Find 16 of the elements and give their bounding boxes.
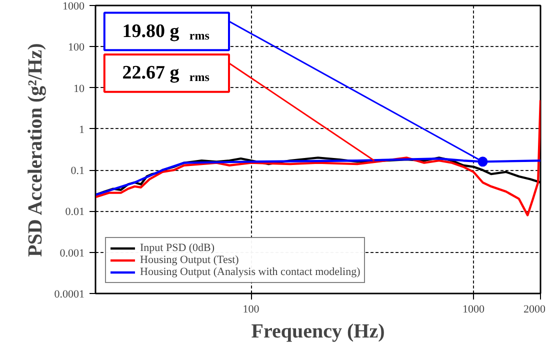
y-tick-label: 0.001 [60, 247, 84, 260]
y-tick-label: 0.1 [70, 165, 84, 178]
y-tick-label: 0.0001 [54, 288, 84, 300]
x-tick-label: 1000 [462, 304, 486, 316]
legend-label: Housing Output (Test) [140, 254, 239, 266]
y-tick-label: 10 [74, 82, 85, 95]
y-tick-label: 1 [79, 124, 84, 136]
y-tick-label: 100 [68, 42, 85, 54]
x-tick-label: 2000 [524, 304, 546, 316]
y-tick-label: 0.01 [65, 206, 84, 218]
x-axis-title: Frequency (Hz) [251, 320, 385, 342]
y-tick-label: 1000 [62, 0, 85, 12]
legend-label: Housing Output (Analysis with contact modeling) [140, 266, 360, 278]
y-axis-title: PSD Acceleration (g²/Hz) [24, 43, 46, 257]
x-tick-label: 100 [242, 304, 260, 316]
legend-label: Input PSD (0dB) [140, 242, 215, 254]
